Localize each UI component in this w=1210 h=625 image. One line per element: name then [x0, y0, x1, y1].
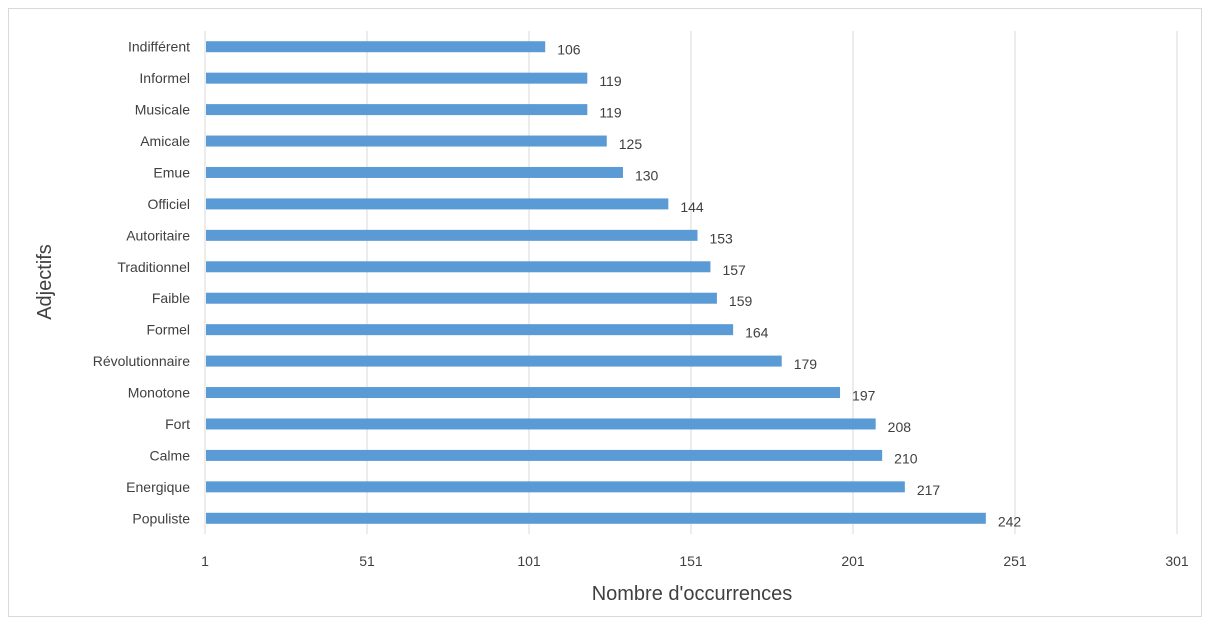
x-tick-label: 201: [841, 553, 865, 569]
category-label: Informel: [139, 70, 190, 86]
category-label: Faible: [152, 290, 190, 306]
bar: [206, 481, 905, 493]
category-label: Fort: [165, 416, 190, 432]
category-label: Indifférent: [128, 39, 190, 55]
bar: [206, 261, 711, 273]
bar: [206, 512, 986, 524]
data-label: 119: [599, 105, 622, 121]
x-tick-label: 1: [201, 553, 209, 569]
bar: [206, 292, 717, 304]
x-tick-label: 51: [359, 553, 375, 569]
bar: [206, 355, 782, 367]
data-label: 217: [917, 482, 941, 498]
data-label: 144: [680, 199, 704, 215]
y-axis-title: Adjectifs: [34, 244, 56, 320]
category-label: Calme: [150, 447, 191, 463]
x-tick-label: 251: [1003, 553, 1027, 569]
data-label: 164: [745, 325, 769, 341]
bar: [206, 72, 588, 84]
category-label: Révolutionnaire: [93, 353, 190, 369]
category-label: Energique: [126, 479, 190, 495]
bars: [206, 41, 986, 524]
bar: [206, 229, 698, 241]
data-label: 130: [635, 167, 659, 183]
bar: [206, 166, 623, 178]
bar: [206, 135, 607, 147]
x-tick-label: 151: [679, 553, 703, 569]
category-label: Populiste: [132, 510, 190, 526]
category-label: Amicale: [140, 133, 190, 149]
category-label: Formel: [146, 322, 190, 338]
bar: [206, 418, 876, 430]
data-label: 242: [998, 513, 1022, 529]
bar: [206, 198, 669, 210]
bar: [206, 387, 841, 399]
x-tick-label: 101: [517, 553, 541, 569]
bar: [206, 324, 734, 336]
data-label: 119: [599, 73, 622, 89]
x-tick-label: 301: [1165, 553, 1189, 569]
data-label: 106: [557, 42, 581, 58]
data-label: 208: [888, 419, 912, 435]
data-label: 157: [722, 262, 746, 278]
x-axis-title: Nombre d'occurrences: [592, 583, 793, 605]
data-label: 125: [619, 136, 643, 152]
bar: [206, 449, 883, 461]
category-label: Musicale: [135, 102, 190, 118]
data-label: 159: [729, 293, 753, 309]
data-label: 153: [709, 230, 733, 246]
category-label: Officiel: [147, 196, 190, 212]
data-label: 179: [794, 356, 818, 372]
bar: [206, 104, 588, 116]
category-label: Traditionnel: [117, 259, 190, 275]
category-label: Autoritaire: [126, 227, 190, 243]
data-label: 210: [894, 450, 918, 466]
category-label: Emue: [153, 164, 190, 180]
category-label: Monotone: [128, 385, 190, 401]
data-label: 197: [852, 388, 876, 404]
bar: [206, 41, 546, 53]
